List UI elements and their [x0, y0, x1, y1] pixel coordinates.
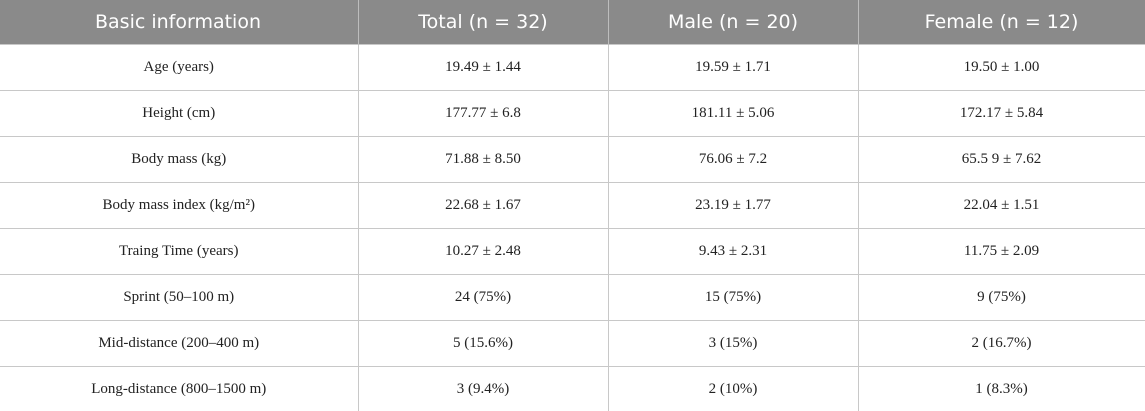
cell: 10.27 ± 2.48 — [357, 228, 609, 275]
cell: 172.17 ± 5.84 — [857, 90, 1145, 137]
cell: 19.49 ± 1.44 — [357, 44, 609, 91]
cell: 22.68 ± 1.67 — [357, 182, 609, 229]
cell: 19.50 ± 1.00 — [857, 44, 1145, 91]
row-label: Traing Time (years) — [0, 228, 359, 275]
cell: 23.19 ± 1.77 — [607, 182, 859, 229]
row-label: Sprint (50–100 m) — [0, 274, 359, 321]
cell: 3 (9.4%) — [357, 366, 609, 411]
cell: 5 (15.6%) — [357, 320, 609, 367]
cell: 177.77 ± 6.8 — [357, 90, 609, 137]
row-label: Long-distance (800–1500 m) — [0, 366, 359, 411]
cell: 19.59 ± 1.71 — [607, 44, 859, 91]
table-row: Height (cm) 177.77 ± 6.8 181.11 ± 5.06 172.… — [0, 90, 1145, 137]
table-header: Basic information Total (n = 32) Male (n =… — [0, 0, 1145, 45]
cell: 11.75 ± 2.09 — [857, 228, 1145, 275]
row-label: Mid-distance (200–400 m) — [0, 320, 359, 367]
cell: 3 (15%) — [607, 320, 859, 367]
row-label: Height (cm) — [0, 90, 359, 137]
cell: 71.88 ± 8.50 — [357, 136, 609, 183]
row-label: Body mass index (kg/m²) — [0, 182, 359, 229]
table-row: Long-distance (800–1500 m) 3 (9.4%) 2 (10%… — [0, 366, 1145, 411]
header-cell: Male (n = 20) — [608, 0, 859, 45]
cell: 2 (10%) — [607, 366, 859, 411]
row-label: Age (years) — [0, 44, 359, 91]
cell: 181.11 ± 5.06 — [607, 90, 859, 137]
table-body: Age (years) 19.49 ± 1.44 19.59 ± 1.71 19.50… — [0, 44, 1145, 411]
cell: 24 (75%) — [357, 274, 609, 321]
header-cell: Total (n = 32) — [358, 0, 609, 45]
cell: 65.5 9 ± 7.62 — [857, 136, 1145, 183]
table-row: Traing Time (years) 10.27 ± 2.48 9.43 ± 2.… — [0, 228, 1145, 275]
cell: 9 (75%) — [857, 274, 1145, 321]
cell: 2 (16.7%) — [857, 320, 1145, 367]
header-cell: Female (n = 12) — [858, 0, 1145, 45]
table-row: Mid-distance (200–400 m) 5 (15.6%) 3 (15%)… — [0, 320, 1145, 367]
cell: 22.04 ± 1.51 — [857, 182, 1145, 229]
table-row: Body mass index (kg/m²) 22.68 ± 1.67 23.19… — [0, 182, 1145, 229]
header-cell: Basic information — [0, 0, 359, 45]
header-row: Basic information Total (n = 32) Male (n =… — [0, 0, 1145, 45]
cell: 15 (75%) — [607, 274, 859, 321]
cell: 76.06 ± 7.2 — [607, 136, 859, 183]
table-row: Body mass (kg) 71.88 ± 8.50 76.06 ± 7.2 65.… — [0, 136, 1145, 183]
table-row: Age (years) 19.49 ± 1.44 19.59 ± 1.71 19.50… — [0, 44, 1145, 91]
row-label: Body mass (kg) — [0, 136, 359, 183]
cell: 1 (8.3%) — [857, 366, 1145, 411]
table-row: Sprint (50–100 m) 24 (75%) 15 (75%) 9 (75%) — [0, 274, 1145, 321]
cell: 9.43 ± 2.31 — [607, 228, 859, 275]
